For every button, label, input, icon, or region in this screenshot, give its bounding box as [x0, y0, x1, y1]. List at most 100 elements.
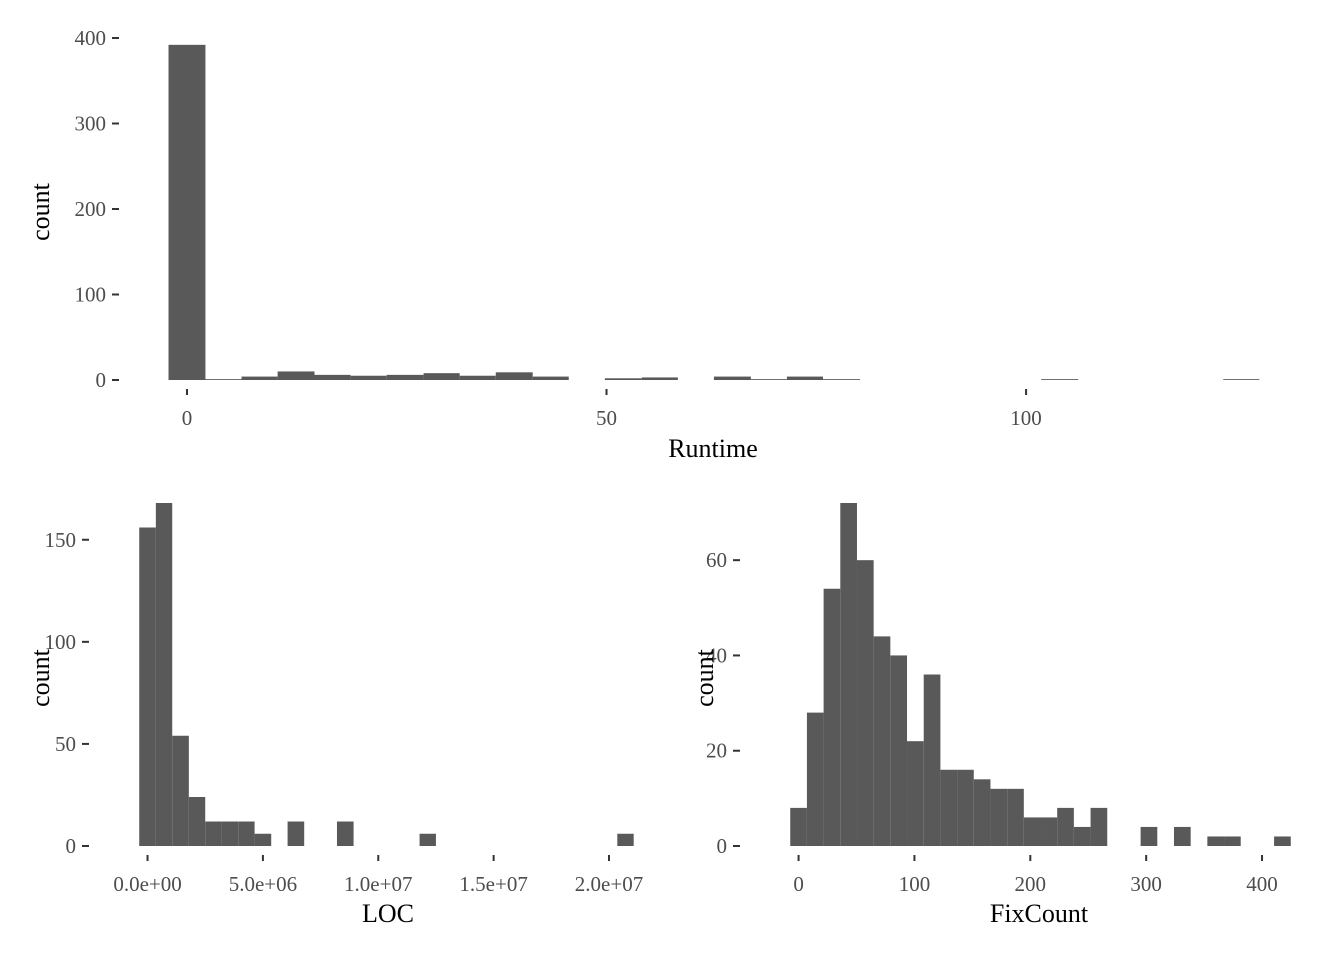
fixcount-bar-0 [790, 807, 807, 846]
loc-bar-6 [238, 821, 255, 846]
fixcount-y-axis: 0 20 40 60 [706, 548, 740, 858]
loc-x-tick-label: 2.0e+07 [575, 872, 643, 896]
fixcount-bar-13 [1007, 788, 1024, 846]
loc-bar-29 [617, 833, 634, 846]
fixcount-bar-8 [923, 674, 941, 846]
loc-x-tick-label: 1.0e+07 [344, 872, 412, 896]
fixcount-bar-10 [957, 769, 974, 846]
loc-bar-4 [205, 821, 222, 846]
fixcount-bar-29 [1274, 836, 1291, 846]
runtime-x-axis: 0 50 100 [182, 389, 1042, 430]
runtime-x-axis-title: Runtime [668, 434, 758, 463]
runtime-bar-9 [495, 372, 533, 380]
fixcount-bar-23 [1173, 826, 1191, 846]
loc-y-tick-label: 50 [55, 732, 76, 756]
loc-bar-3 [188, 797, 206, 846]
fixcount-y-tick-label: 20 [706, 739, 727, 763]
runtime-bar-2 [241, 376, 278, 380]
loc-y-axis: 0 50 100 150 [45, 528, 89, 858]
runtime-bar-18 [823, 379, 860, 380]
fixcount-y-tick-label: 60 [706, 548, 727, 572]
fixcount-x-axis-title: FixCount [990, 899, 1089, 928]
loc-y-tick-label: 0 [66, 834, 77, 858]
loc-y-axis-title: count [26, 648, 55, 707]
runtime-bar-8 [459, 375, 496, 380]
fixcount-bar-6 [890, 655, 908, 846]
fixcount-bar-11 [973, 779, 991, 846]
runtime-y-tick-label: 300 [75, 112, 107, 136]
runtime-x-tick-label: 50 [596, 406, 617, 430]
loc-bar-12 [336, 821, 354, 846]
loc-bar-0 [139, 527, 156, 846]
runtime-y-tick-label: 400 [75, 26, 107, 50]
fixcount-x-axis: 0 100 200 300 400 [793, 855, 1278, 896]
fixcount-histogram-panel: 0 20 40 60 0 100 200 300 400 FixCount count [690, 503, 1291, 928]
fixcount-bar-18 [1090, 807, 1108, 846]
runtime-y-axis-title: count [26, 182, 55, 241]
runtime-bars [168, 44, 1260, 381]
fixcount-bar-16 [1057, 807, 1074, 846]
loc-x-tick-label: 1.5e+07 [459, 872, 527, 896]
loc-bars [139, 503, 634, 846]
fixcount-bar-21 [1140, 826, 1158, 846]
fixcount-x-tick-label: 400 [1246, 872, 1278, 896]
fixcount-y-tick-label: 0 [717, 834, 728, 858]
loc-bar-9 [287, 821, 305, 846]
runtime-bar-7 [423, 373, 460, 380]
loc-y-tick-label: 100 [45, 630, 77, 654]
runtime-bar-3 [277, 371, 315, 380]
runtime-bar-15 [713, 376, 751, 380]
loc-x-tick-label: 0.0e+00 [113, 872, 181, 896]
fixcount-x-tick-label: 200 [1015, 872, 1047, 896]
fixcount-bar-17 [1073, 826, 1091, 846]
fixcount-bar-15 [1040, 817, 1058, 846]
fixcount-bar-2 [823, 588, 841, 846]
loc-bar-7 [254, 833, 272, 846]
runtime-histogram-panel: 0 100 200 300 400 0 50 100 Runtime count [26, 26, 1260, 463]
fixcount-bar-26 [1224, 836, 1241, 846]
runtime-bar-16 [750, 379, 787, 380]
runtime-bar-10 [532, 376, 569, 380]
fixcount-x-tick-label: 100 [899, 872, 931, 896]
loc-bar-5 [221, 821, 239, 846]
runtime-x-tick-label: 0 [182, 406, 193, 430]
runtime-x-tick-label: 100 [1010, 406, 1042, 430]
runtime-bar-6 [386, 374, 424, 380]
fixcount-bar-7 [907, 741, 924, 846]
runtime-y-tick-label: 100 [75, 283, 107, 307]
fixcount-bar-5 [873, 636, 891, 846]
fixcount-x-tick-label: 0 [793, 872, 804, 896]
runtime-y-axis: 0 100 200 300 400 [75, 26, 119, 392]
loc-bar-1 [155, 503, 173, 846]
runtime-bar-17 [786, 376, 823, 380]
runtime-bar-12 [604, 378, 642, 380]
fixcount-bar-4 [856, 560, 874, 846]
fixcount-bar-3 [840, 503, 857, 846]
runtime-bar-24 [1041, 379, 1079, 380]
loc-x-axis: 0.0e+00 5.0e+06 1.0e+07 1.5e+07 2.0e+07 [113, 855, 643, 896]
fixcount-bar-1 [806, 712, 824, 846]
loc-y-tick-label: 150 [45, 528, 77, 552]
runtime-bar-29 [1223, 379, 1260, 380]
fixcount-bar-25 [1207, 836, 1225, 846]
fixcount-x-tick-label: 300 [1130, 872, 1162, 896]
runtime-y-tick-label: 0 [96, 368, 107, 392]
runtime-y-tick-label: 200 [75, 197, 107, 221]
loc-x-tick-label: 5.0e+06 [229, 872, 297, 896]
loc-bar-2 [172, 735, 189, 846]
fixcount-bars [790, 503, 1291, 846]
fixcount-y-axis-title: count [690, 648, 719, 707]
runtime-bar-0 [168, 44, 206, 381]
runtime-bar-5 [350, 375, 387, 380]
fixcount-bar-12 [990, 788, 1008, 846]
loc-histogram-panel: 0 50 100 150 0.0e+00 5.0e+06 1.0e+07 1.5e+07 2.… [26, 503, 643, 928]
fixcount-bar-9 [940, 769, 958, 846]
loc-x-axis-title: LOC [362, 899, 414, 928]
runtime-bar-4 [314, 374, 351, 380]
runtime-bar-13 [641, 377, 678, 380]
fixcount-y-tick-label: 40 [706, 643, 727, 667]
runtime-bar-1 [205, 379, 242, 380]
loc-bar-17 [419, 833, 436, 846]
